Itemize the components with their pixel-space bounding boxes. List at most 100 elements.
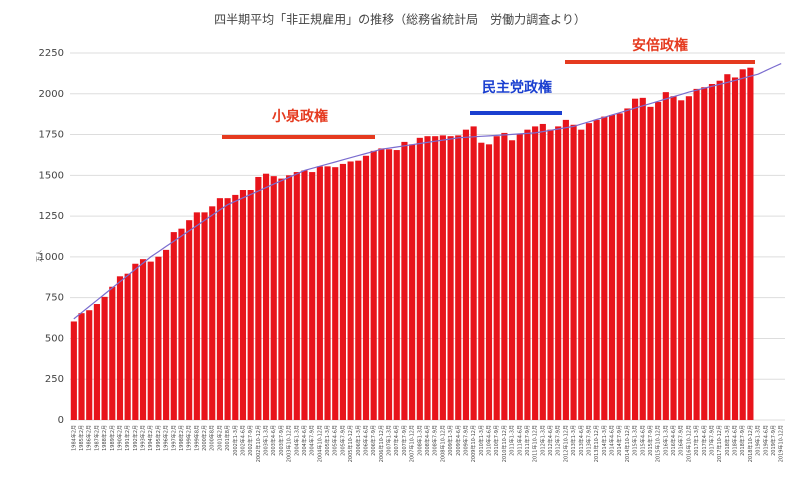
bar <box>378 148 385 421</box>
bar <box>93 304 100 420</box>
x-tick-label: 2019年10-12月 <box>778 425 785 462</box>
bar <box>708 83 716 420</box>
x-tick-label: 2013年10-12月 <box>593 425 600 462</box>
bar <box>747 67 754 421</box>
x-tick-label: 2016年10-12月 <box>685 425 692 462</box>
y-tick-label: 2250 <box>39 48 64 59</box>
x-tick-label: 2009年1-3月 <box>447 425 454 456</box>
x-tick-label: 1985年2月 <box>78 425 85 451</box>
x-tick-label: 2005年1-3月 <box>324 425 331 456</box>
bar <box>101 296 108 420</box>
bar <box>393 150 400 420</box>
bar <box>163 249 170 420</box>
bar <box>501 132 508 420</box>
x-tick-label: 1994年2月 <box>147 425 154 451</box>
bar <box>478 142 485 420</box>
bar <box>216 198 223 420</box>
x-tick-label: 2010年1-3月 <box>478 425 485 456</box>
x-tick-label: 1984年2月 <box>70 425 77 451</box>
annotation-text: 民主党政権 <box>482 79 552 96</box>
bar <box>693 88 700 420</box>
x-tick-label: 2009年4-6月 <box>455 425 462 456</box>
x-tick-label: 2006年7-9月 <box>370 425 377 456</box>
x-tick-label: 2010年7-9月 <box>493 425 500 456</box>
x-tick-label: 2011年1-3月 <box>509 425 516 456</box>
x-tick-label: 2004年7-9月 <box>309 425 316 456</box>
x-tick-label: 2005年7-9月 <box>339 425 346 456</box>
x-tick-label: 2008年10-12月 <box>439 425 446 462</box>
x-tick-label: 2007年4-6月 <box>393 425 400 456</box>
y-tick-label: 250 <box>45 374 64 385</box>
x-tick-label: 2001年2月 <box>216 425 223 451</box>
bar <box>247 190 254 420</box>
bar <box>685 96 692 421</box>
x-tick-label: 2018年7-9月 <box>739 425 746 456</box>
x-tick-label: 2009年10-12月 <box>470 425 477 462</box>
x-tick-label: 2002年10-12月 <box>255 425 262 462</box>
x-tick-label: 2011年10-12月 <box>532 425 539 462</box>
bar <box>147 261 154 420</box>
x-tick-label: 2009年7-9月 <box>462 425 469 456</box>
x-tick-label: 1996年2月 <box>163 425 170 451</box>
x-tick-label: 2004年10-12月 <box>316 425 323 462</box>
bar <box>462 129 470 420</box>
x-tick-label: 2000年8月 <box>209 425 216 451</box>
bar <box>385 149 393 421</box>
x-tick-label: 2010年10-12月 <box>501 425 508 462</box>
x-tick-label: 2008年1-3月 <box>416 425 423 456</box>
bar <box>562 119 569 421</box>
y-tick-label: 2000 <box>39 89 64 100</box>
x-tick-label: 1995年2月 <box>155 425 162 451</box>
x-tick-label: 2018年10-12月 <box>747 425 754 462</box>
bar <box>78 313 85 420</box>
bar <box>116 276 124 420</box>
x-tick-label: 2012年10-12月 <box>562 425 569 462</box>
bar <box>578 129 585 420</box>
bar <box>493 136 500 421</box>
x-tick-label: 2012年1-3月 <box>539 425 546 456</box>
x-tick-label: 2018年1-3月 <box>724 425 731 456</box>
bar <box>470 126 477 421</box>
bar <box>416 137 423 420</box>
bar <box>139 259 147 420</box>
bar <box>270 176 277 420</box>
x-tick-label: 2011年7-9月 <box>524 425 531 456</box>
bar <box>239 190 247 420</box>
bar <box>670 96 677 421</box>
x-tick-label: 2003年4-6月 <box>270 425 277 456</box>
x-tick-label: 2015年4-6月 <box>639 425 646 456</box>
bar <box>624 108 631 421</box>
bar <box>347 161 354 421</box>
bar <box>539 123 546 420</box>
x-tick-label: 1986年2月 <box>86 425 93 451</box>
x-tick-label: 2017年10-12月 <box>716 425 723 462</box>
bar <box>209 206 216 420</box>
x-tick-label: 2012年7-9月 <box>555 425 562 456</box>
bar <box>639 97 646 420</box>
y-axis-label: 万人 <box>37 250 44 262</box>
x-tick-label: 2017年7-9月 <box>708 425 715 456</box>
bar <box>339 163 347 420</box>
bar <box>193 212 200 420</box>
x-tick-label: 2005年4-6月 <box>332 425 339 456</box>
bar <box>301 170 308 420</box>
bar <box>555 126 562 421</box>
x-tick-label: 1990年2月 <box>116 425 123 451</box>
x-tick-label: 2019年7-9月 <box>770 425 777 456</box>
x-tick-label: 2007年7-9月 <box>401 425 408 456</box>
x-tick-label: 2003年1-3月 <box>263 425 270 456</box>
y-tick-label: 1500 <box>39 170 64 181</box>
bar <box>132 263 139 420</box>
x-tick-label: 2001年8月 <box>224 425 231 451</box>
y-tick-label: 1000 <box>39 252 64 263</box>
bar <box>286 175 293 420</box>
bar <box>86 310 93 420</box>
bar <box>608 114 616 420</box>
bar <box>647 106 654 421</box>
x-tick-label: 2012年4-6月 <box>547 425 554 456</box>
y-tick-label: 0 <box>58 415 64 426</box>
bar <box>508 140 516 420</box>
x-tick-label: 2013年4-6月 <box>578 425 585 456</box>
bar <box>632 98 639 420</box>
